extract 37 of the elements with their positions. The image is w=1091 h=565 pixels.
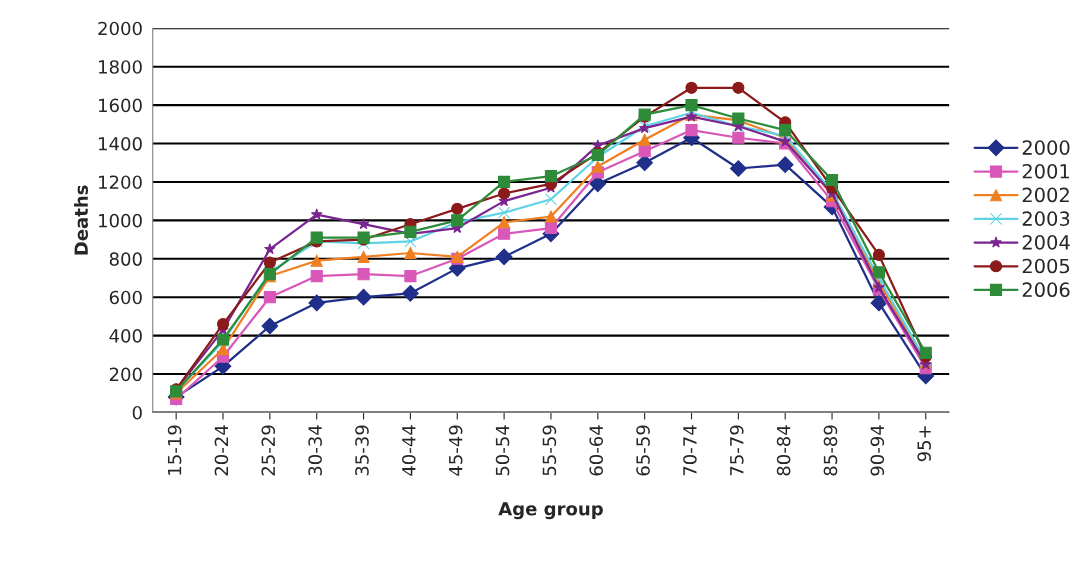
y-tick-label: 200 [109,367,142,382]
y-tick-label: 1400 [99,136,142,151]
x-tick-label: 45-49 [448,425,463,476]
y-tick-label: 1800 [99,60,142,74]
legend-label: 2005 [1022,258,1070,274]
x-tick-label: 65-59 [636,425,650,476]
x-axis-title: Age group [498,502,603,520]
x-tick-label: 80-84 [776,425,791,476]
x-tick-label: 25-29 [261,425,276,476]
x-tick-label: 40-44 [401,425,416,476]
x-tick-label: 60-64 [589,425,604,476]
y-tick-label: 600 [109,290,142,305]
legend-label: 2006 [1022,282,1070,298]
y-tick-label: 800 [109,252,142,266]
x-tick-label: 90-94 [870,425,885,476]
legend-label: 2001 [1022,163,1069,179]
x-tick-label: 20-24 [214,425,229,476]
y-tick-label: 400 [109,329,142,343]
legend-label: 2004 [1022,234,1070,250]
y-tick-label: 1600 [99,98,142,113]
x-tick-label: 30-34 [308,425,322,476]
legend-label: 2002 [1022,187,1069,203]
x-tick-label: 75-79 [729,425,744,476]
y-tick-label: 0 [132,405,142,420]
y-tick-label: 1200 [99,175,142,190]
x-tick-label: 55-59 [542,425,557,476]
legend-label: 2000 [1022,140,1070,155]
x-tick-label: 15-19 [167,425,182,475]
x-tick-label: 85-89 [823,425,838,476]
y-tick-label: 2000 [98,21,142,36]
legend-label: 2003 [1022,211,1070,226]
x-tick-label: 35-39 [355,425,369,476]
y-axis-title: Deaths [74,185,89,255]
x-tick-label: 70-74 [683,425,697,476]
y-tick-label: 1000 [99,213,142,228]
x-tick-label: 50-54 [495,425,510,476]
x-tick-label: 95+ [917,426,931,462]
